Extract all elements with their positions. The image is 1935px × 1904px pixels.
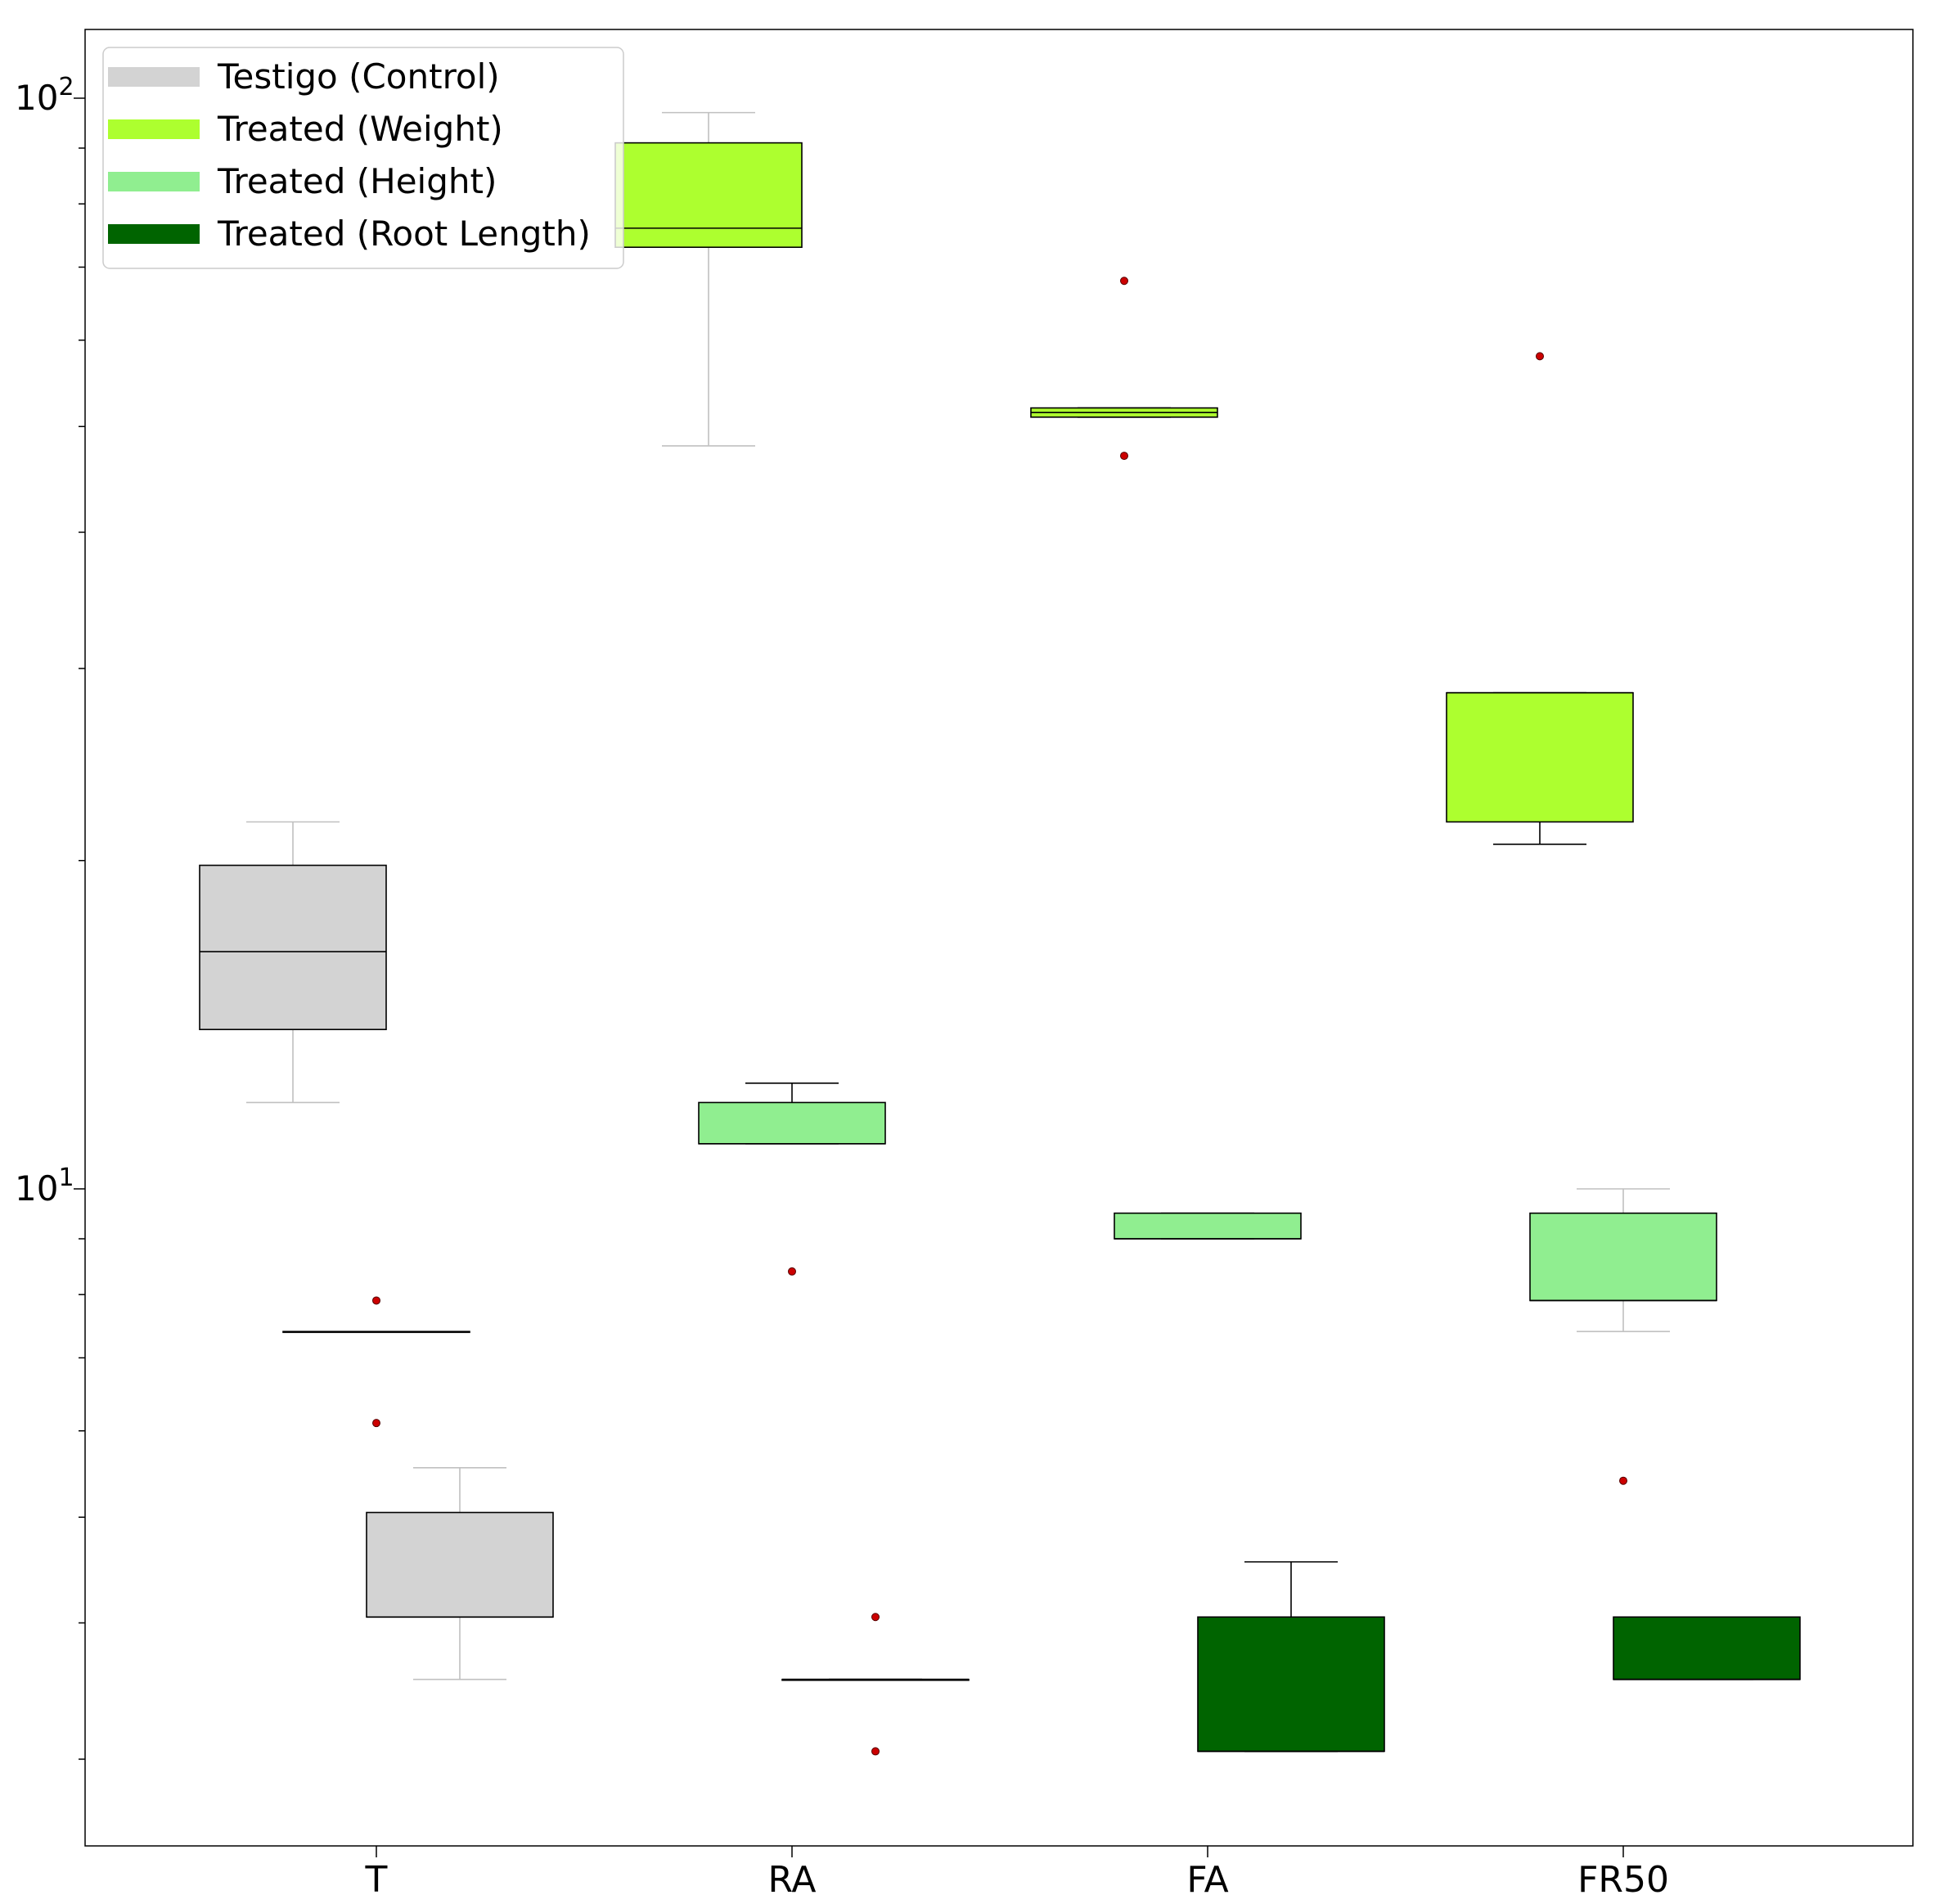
box-testigo-control--t [366,1467,554,1681]
box-treated-height--fa [1114,1212,1302,1240]
box-treated-height--fr50 [1529,1188,1717,1333]
box-body [1529,1212,1717,1302]
outlier-point [372,1419,380,1428]
outlier-point [1120,277,1128,286]
boxes-layer [199,111,1801,1753]
legend-label: Testigo (Control) [217,56,500,97]
box-treated-root-length--fr50 [1613,1616,1801,1681]
outlier-point [788,1267,796,1276]
legend-label: Treated (Root Length) [217,214,591,254]
fliers-layer [372,277,1627,1756]
box-treated-weight--fa [1030,407,1218,418]
outlier-point [871,1747,880,1756]
legend-frame [102,47,624,269]
y-tick-label: 102 [15,73,74,118]
legend: Testigo (Control) Treated (Weight) Treated… [102,47,624,269]
legend-label: Treated (Height) [217,161,497,201]
outlier-point [1619,1476,1627,1485]
box-body [698,1101,886,1145]
legend-swatch [108,224,200,244]
box-body [199,864,387,1031]
box-treated-weight--fr50 [1446,691,1634,845]
box-body [1613,1616,1801,1681]
legend-swatch [108,119,200,139]
outlier-point [871,1613,880,1622]
outlier-point [1536,352,1544,361]
legend-label: Treated (Weight) [217,109,503,149]
box-body [1197,1616,1385,1753]
box-body [1114,1212,1302,1240]
plot-frame [84,29,1914,1847]
box-treated-root-length--ra [781,1678,970,1681]
outlier-point [372,1296,380,1305]
box-treated-height--t [282,1330,470,1334]
x-axis: T RA FA FR50 [365,1846,1669,1901]
legend-swatch [108,67,200,87]
y-axis: 101 102 [15,73,85,1760]
box-body [1446,691,1634,823]
box-treated-root-length--fa [1197,1561,1385,1753]
x-tick-label: FR50 [1577,1859,1669,1901]
x-tick-label: FA [1186,1859,1228,1901]
box-testigo-control--t [199,821,387,1104]
outlier-point [1120,452,1128,461]
x-tick-label: RA [768,1859,817,1901]
x-tick-label: T [365,1859,388,1901]
legend-swatch [108,172,200,191]
box-body [366,1511,554,1618]
box-treated-height--ra [698,1083,886,1145]
y-tick-label: 101 [15,1164,74,1209]
box-body [614,142,803,248]
